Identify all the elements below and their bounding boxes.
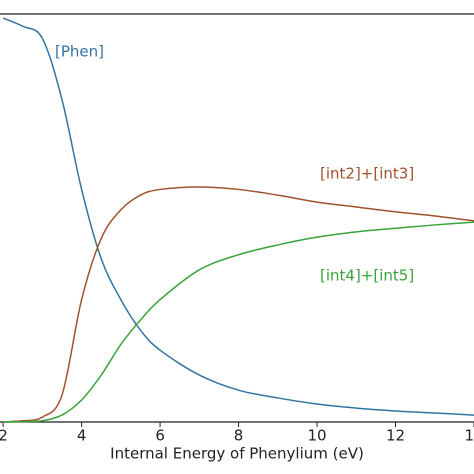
x-tick-label: 10: [307, 427, 326, 445]
series-line: [2, 17, 474, 416]
series-label: [int2]+[int3]: [320, 165, 414, 183]
series-label: [Phen]: [55, 43, 104, 61]
x-tick-label: 12: [386, 427, 405, 445]
series-line: [3, 186, 474, 423]
x-tick-label: 8: [234, 427, 244, 445]
x-tick-label: 14: [464, 427, 474, 445]
x-tick-label: 6: [155, 427, 165, 445]
x-axis-label: Internal Energy of Phenylium (eV): [110, 445, 364, 463]
series-line: [3, 221, 474, 423]
x-tick-label: 4: [77, 427, 87, 445]
x-tick-label: 2: [0, 427, 8, 445]
series-label: [int4]+[int5]: [320, 267, 414, 285]
